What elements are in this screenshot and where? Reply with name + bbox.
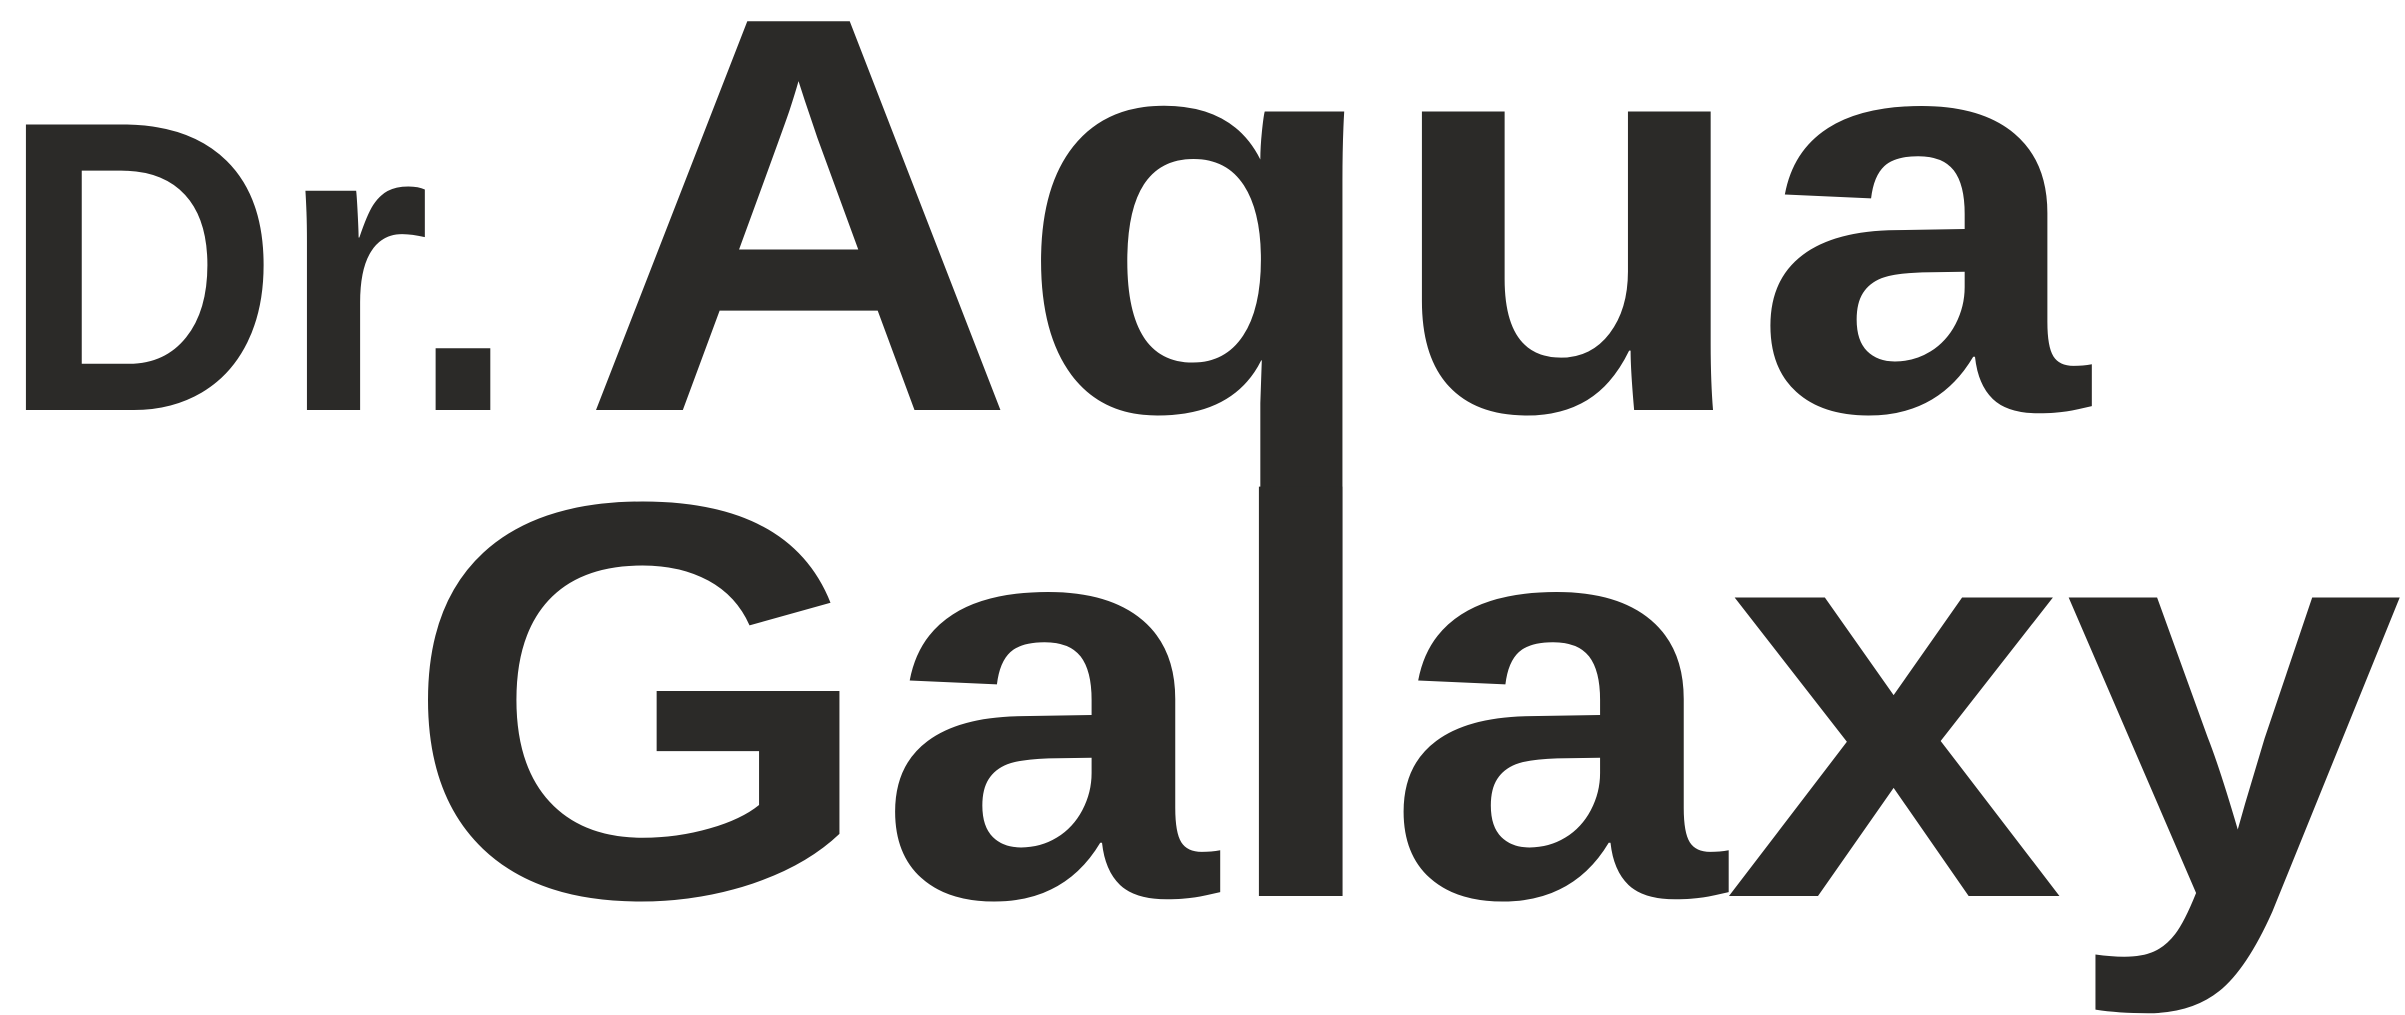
logo-word-aqua: Aqua [581, 0, 2092, 534]
logo-prefix: Dr. [0, 34, 517, 498]
logo-word-galaxy: Galaxy [403, 385, 2405, 1015]
